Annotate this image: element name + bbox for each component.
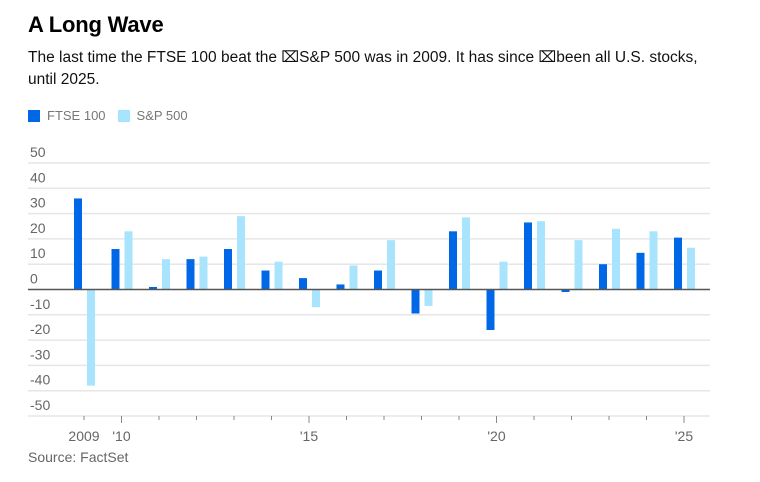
chart-subtitle: The last time the FTSE 100 beat the ⌧S&P… [28, 49, 698, 88]
grid-lines [28, 162, 710, 417]
bar-ftse-2025 [674, 237, 682, 290]
bar-sp-2009 [87, 289, 95, 386]
y-tick-label: -40 [30, 372, 50, 388]
bar-sp-2016 [349, 265, 358, 290]
y-tick-label: -30 [30, 346, 50, 362]
bar-ftse-2018 [411, 289, 420, 314]
x-tick-label: '20 [487, 428, 505, 444]
bar-ftse-2015 [299, 278, 307, 290]
bar-sp-2014 [274, 261, 283, 290]
x-tick-label: '15 [300, 428, 318, 444]
y-tick-label: 20 [30, 220, 46, 236]
bar-ftse-2014 [261, 270, 270, 290]
y-tick-label: 30 [30, 195, 46, 211]
x-axis: 2009 '10 '15 '20 '25 [28, 288, 710, 444]
chart-title: A Long Wave [28, 12, 164, 37]
legend-label-sp: S&P 500 [136, 108, 188, 123]
y-tick-label: 10 [30, 245, 46, 261]
y-tick-label: 40 [30, 169, 46, 185]
legend-swatch-sp [117, 109, 130, 122]
bar-sp-2018 [424, 289, 433, 306]
bars [74, 198, 695, 386]
x-tick-label: '10 [112, 428, 130, 444]
bar-sp-2025 [687, 247, 695, 290]
bar-sp-2020 [499, 261, 508, 290]
legend-label-ftse: FTSE 100 [47, 108, 106, 123]
bar-sp-2015 [312, 289, 320, 308]
source-note: Source: FactSet [28, 449, 129, 465]
x-tick-label: 2009 [68, 428, 99, 444]
bar-sp-2021 [537, 221, 545, 290]
legend-swatch-ftse [28, 109, 40, 122]
bar-ftse-2012 [186, 259, 195, 290]
bar-sp-2024 [649, 231, 658, 290]
bar-ftse-2022 [561, 289, 570, 293]
bar-ftse-2017 [374, 270, 382, 290]
bar-ftse-2023 [599, 264, 607, 290]
bar-ftse-2010 [111, 249, 120, 290]
bar-sp-2012 [199, 256, 208, 290]
bar-sp-2011 [162, 259, 170, 290]
legend: FTSE 100 S&P 500 [28, 108, 200, 123]
bar-sp-2017 [387, 240, 395, 290]
bar-sp-2010 [124, 231, 133, 290]
x-tick-label: '25 [675, 428, 693, 444]
bar-ftse-2016 [336, 284, 345, 290]
bar-ftse-2020 [486, 289, 495, 330]
bar-ftse-2009 [74, 198, 82, 290]
bar-ftse-2013 [224, 249, 232, 290]
bar-ftse-2011 [149, 286, 157, 290]
bar-sp-2022 [574, 240, 583, 290]
y-tick-label: 0 [30, 271, 38, 287]
y-axis-labels: 50 40 30 20 10 0 -10 -20 -30 -40 -50 [30, 144, 50, 413]
bar-ftse-2021 [524, 222, 532, 290]
bar-ftse-2019 [449, 231, 457, 290]
bar-sp-2019 [462, 217, 470, 290]
bar-ftse-2024 [636, 252, 645, 290]
y-tick-label: -10 [30, 296, 50, 312]
y-tick-label: -50 [30, 397, 50, 413]
bar-sp-2013 [237, 216, 245, 290]
y-tick-label: 50 [30, 144, 46, 160]
legend-item-sp: S&P 500 [117, 108, 188, 123]
legend-item-ftse: FTSE 100 [28, 108, 106, 123]
bar-sp-2023 [612, 228, 620, 290]
y-tick-label: -20 [30, 321, 50, 337]
